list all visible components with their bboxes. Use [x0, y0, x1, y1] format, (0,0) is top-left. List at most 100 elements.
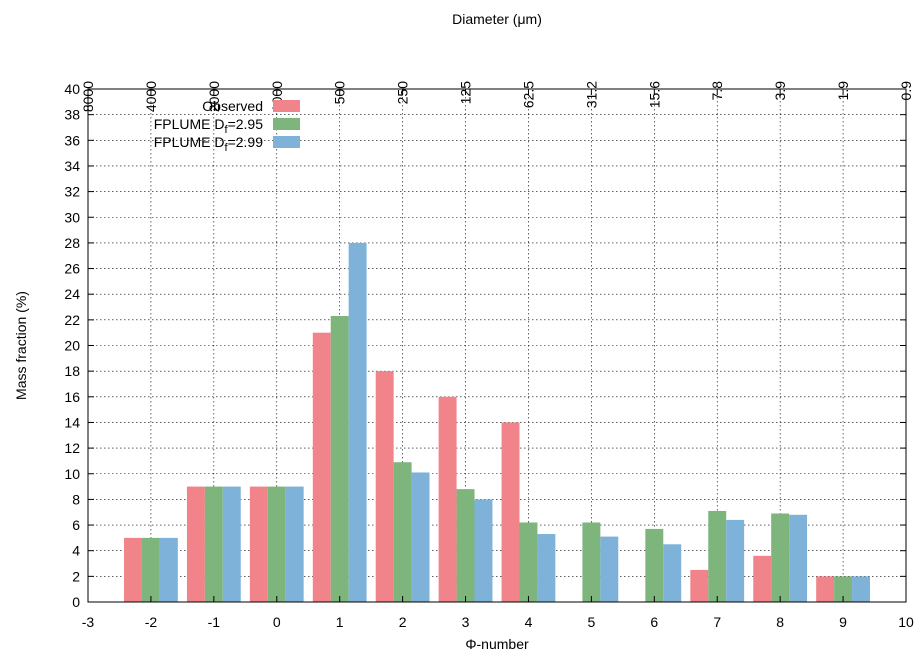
- bar-series-3: [474, 499, 493, 602]
- y-tick-label: 18: [64, 363, 80, 379]
- top-tick-label: 62.5: [520, 81, 536, 108]
- bar-series-3: [348, 242, 367, 602]
- y-tick-label: 32: [64, 184, 80, 200]
- x-tick-label: 7: [713, 614, 721, 630]
- bar-series-1: [690, 569, 709, 602]
- bar-series-3: [222, 486, 241, 602]
- x-tick-label: -2: [145, 614, 158, 630]
- y-tick-label: 2: [72, 568, 80, 584]
- y-tick-label: 22: [64, 312, 80, 328]
- y-tick-label: 14: [64, 414, 80, 430]
- x-tick-label: 10: [898, 614, 914, 630]
- y-tick-label: 8: [72, 491, 80, 507]
- x-tick-label: 3: [462, 614, 470, 630]
- bar-series-3: [726, 519, 745, 602]
- bar-series-3: [600, 536, 619, 602]
- bar-series-2: [330, 316, 349, 602]
- y-tick-label: 12: [64, 440, 80, 456]
- legend-text: FPLUME D: [154, 116, 225, 132]
- bar-series-2: [456, 489, 475, 602]
- x-tick-label: 9: [839, 614, 847, 630]
- x-tick-label: 4: [525, 614, 533, 630]
- x-tick-label: -1: [208, 614, 221, 630]
- x-tick-label: 8: [776, 614, 784, 630]
- bar-series-3: [852, 576, 870, 602]
- legend-value: =2.99: [228, 134, 264, 150]
- bar-series-1: [249, 486, 268, 602]
- y-tick-label: 26: [64, 261, 80, 277]
- y-tick-label: 34: [64, 158, 80, 174]
- top-tick-label: 250: [395, 81, 411, 105]
- y-axis-title: Mass fraction (%): [13, 291, 29, 400]
- y-tick-label: 38: [64, 107, 80, 123]
- bar-series-1: [501, 422, 520, 602]
- bar-series-1: [438, 396, 457, 602]
- legend-swatch-1: [273, 100, 300, 112]
- bar-series-2: [141, 537, 160, 602]
- top-tick-label: 0.9: [898, 81, 914, 101]
- bar-series-2: [519, 522, 538, 602]
- y-tick-label: 16: [64, 389, 80, 405]
- top-tick-label: 7.8: [709, 81, 725, 101]
- bar-series-3: [789, 514, 808, 602]
- y-tick-label: 20: [64, 338, 80, 354]
- top-tick-label: 15.6: [646, 81, 662, 108]
- x-tick-label: -3: [82, 614, 95, 630]
- bar-series-3: [537, 534, 556, 602]
- top-tick-label: 500: [332, 81, 348, 105]
- top-axis-title: Diameter (μm): [452, 11, 542, 27]
- legend-value: =2.95: [228, 116, 264, 132]
- bar-series-2: [771, 513, 790, 602]
- x-tick-label: 0: [273, 614, 281, 630]
- bar-series-3: [663, 544, 682, 602]
- legend-label-3: FPLUME Df=2.99: [154, 134, 263, 154]
- bar-series-1: [753, 555, 772, 602]
- bars: [124, 242, 870, 602]
- legend-text: FPLUME D: [154, 134, 225, 150]
- y-tick-label: 0: [72, 594, 80, 610]
- bar-series-1: [186, 486, 205, 602]
- top-tick-label: 3.9: [772, 81, 788, 101]
- top-tick-label: 31.2: [583, 81, 599, 108]
- bar-series-2: [645, 528, 664, 602]
- x-tick-label: 2: [399, 614, 407, 630]
- bar-series-2: [582, 522, 601, 602]
- legend-swatch-2: [273, 118, 300, 130]
- y-tick-label: 30: [64, 209, 80, 225]
- legend-label-1: Observed: [202, 98, 263, 114]
- x-tick-label: 6: [650, 614, 658, 630]
- x-axis-title: Φ-number: [465, 636, 529, 652]
- y-tick-label: 24: [64, 286, 80, 302]
- bar-series-1: [124, 537, 142, 602]
- bar-series-1: [312, 332, 331, 602]
- y-tick-label: 28: [64, 235, 80, 251]
- bar-series-3: [159, 537, 178, 602]
- legend-text: Observed: [202, 98, 263, 114]
- bar-series-2: [204, 486, 223, 602]
- top-tick-label: 1.9: [835, 81, 851, 101]
- x-tick-label: 5: [587, 614, 595, 630]
- bar-series-2: [708, 510, 727, 602]
- bar-series-2: [393, 462, 412, 602]
- y-tick-label: 6: [72, 517, 80, 533]
- legend-subscript: f: [225, 124, 229, 136]
- top-tick-label: 125: [458, 81, 474, 105]
- bar-series-2: [834, 576, 853, 602]
- top-tick-label: 2000: [206, 81, 222, 112]
- legend-subscript: f: [225, 142, 229, 154]
- x-tick-label: 1: [336, 614, 344, 630]
- top-tick-label: 4000: [143, 81, 159, 112]
- y-tick-label: 10: [64, 466, 80, 482]
- bar-series-3: [285, 486, 304, 602]
- legend-label-2: FPLUME Df=2.95: [154, 116, 263, 136]
- bar-series-3: [411, 472, 430, 602]
- bar-series-1: [375, 371, 394, 602]
- legend-swatch-3: [273, 136, 300, 148]
- top-tick-label: 8000: [80, 81, 96, 112]
- y-tick-label: 36: [64, 132, 80, 148]
- y-tick-label: 40: [64, 81, 80, 97]
- bar-series-1: [816, 576, 835, 602]
